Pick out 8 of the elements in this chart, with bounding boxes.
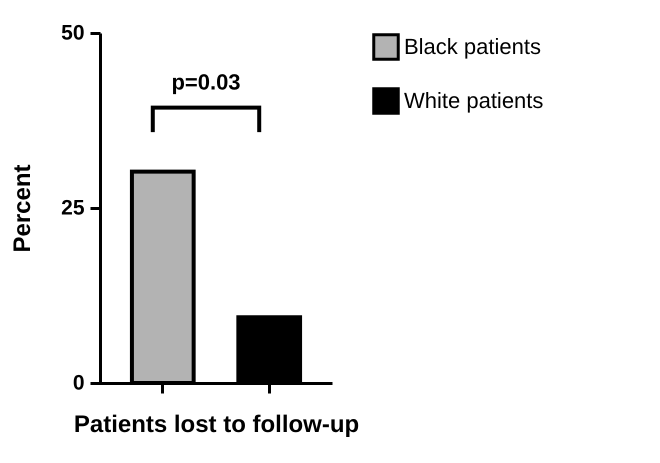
legend-label: White patients (404, 88, 544, 113)
y-tick-label: 50 (61, 22, 84, 44)
x-axis-title: Patients lost to follow-up (74, 411, 360, 438)
y-tick-label: 25 (61, 196, 85, 220)
y-axis-title: Percent (9, 164, 36, 253)
y-tick-label: 0 (72, 372, 84, 394)
annotation: p=0.03 (171, 70, 241, 95)
legend-label: Black patients (404, 34, 541, 59)
